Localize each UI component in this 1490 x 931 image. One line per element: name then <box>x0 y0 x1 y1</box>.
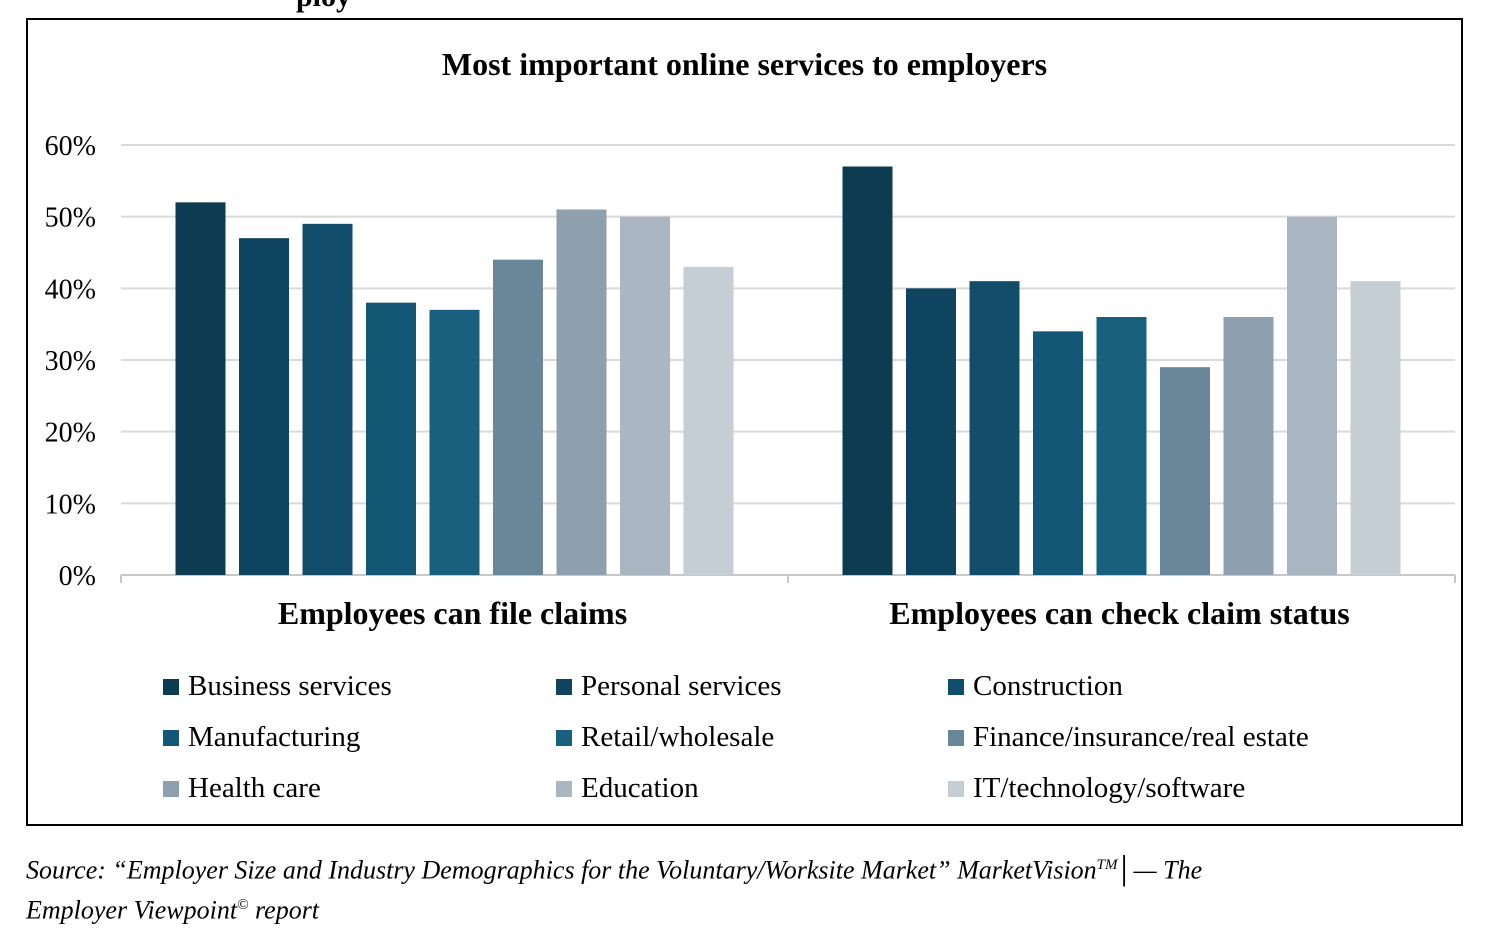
legend-item: Business services <box>163 670 392 703</box>
legend-label: Health care <box>188 772 321 804</box>
legend-label: Finance/insurance/real estate <box>973 721 1309 753</box>
bar <box>1096 317 1147 575</box>
header-fragment: ploy <box>296 0 351 14</box>
source-suffix: report <box>248 895 320 925</box>
y-tick-label: 20% <box>45 418 96 449</box>
x-category-label: Employees can check claim status <box>889 595 1349 631</box>
bar <box>1350 281 1401 575</box>
bar <box>366 302 416 575</box>
bar <box>175 202 226 576</box>
legend-item: Retail/wholesale <box>556 721 774 754</box>
trademark-mark: TM <box>1096 857 1118 873</box>
legend-swatch <box>163 678 179 695</box>
legend-swatch <box>163 729 179 746</box>
legend-item: IT/technology/software <box>948 772 1245 805</box>
x-category-label: Employees can file claims <box>278 595 627 631</box>
source-note: Source: “Employer Size and Industry Demo… <box>26 848 1446 927</box>
legend-item: Construction <box>948 670 1123 703</box>
legend-swatch <box>948 678 964 695</box>
y-tick-label: 40% <box>45 274 96 305</box>
bar <box>1287 216 1337 575</box>
legend-item: Manufacturing <box>163 721 360 754</box>
bar <box>556 209 607 575</box>
bar <box>842 166 893 575</box>
bar <box>1223 317 1274 575</box>
legend-swatch <box>556 780 572 797</box>
y-tick-label: 60% <box>45 131 96 162</box>
bar <box>906 288 956 575</box>
legend-label: Business services <box>188 670 392 702</box>
bar <box>1033 331 1083 575</box>
legend-label: Construction <box>973 670 1123 702</box>
y-tick-label: 30% <box>45 346 96 377</box>
bar <box>683 266 734 575</box>
chart-title: Most important online services to employ… <box>441 46 1048 82</box>
legend-swatch <box>948 729 964 746</box>
legend-swatch <box>948 780 964 797</box>
legend-item: Finance/insurance/real estate <box>948 721 1309 754</box>
bar <box>969 281 1020 575</box>
bar <box>302 223 353 576</box>
bar <box>1160 367 1210 575</box>
legend-label: Personal services <box>581 670 782 702</box>
source-middle: │— The <box>1117 855 1203 885</box>
bar <box>620 216 670 575</box>
legend-item: Health care <box>163 772 321 805</box>
bar <box>493 259 543 575</box>
legend-label: IT/technology/software <box>973 772 1246 804</box>
source-prefix: Source: “Employer Size and Industry Demo… <box>26 855 1097 885</box>
y-tick-label: 50% <box>45 203 96 234</box>
legend-swatch <box>556 729 572 746</box>
legend-label: Retail/wholesale <box>581 721 775 753</box>
legend-swatch <box>163 780 179 797</box>
legend-item: Personal services <box>556 670 782 703</box>
source-line2: Employer Viewpoint <box>26 895 238 925</box>
legend-item: Education <box>556 772 699 805</box>
copyright-mark: © <box>237 896 249 913</box>
legend-swatch <box>556 678 572 695</box>
y-tick-label: 10% <box>45 489 96 520</box>
legend-label: Manufacturing <box>188 721 361 753</box>
bar <box>429 309 480 575</box>
legend-label: Education <box>581 772 699 804</box>
bar <box>239 238 289 575</box>
y-tick-label: 0% <box>59 561 96 592</box>
